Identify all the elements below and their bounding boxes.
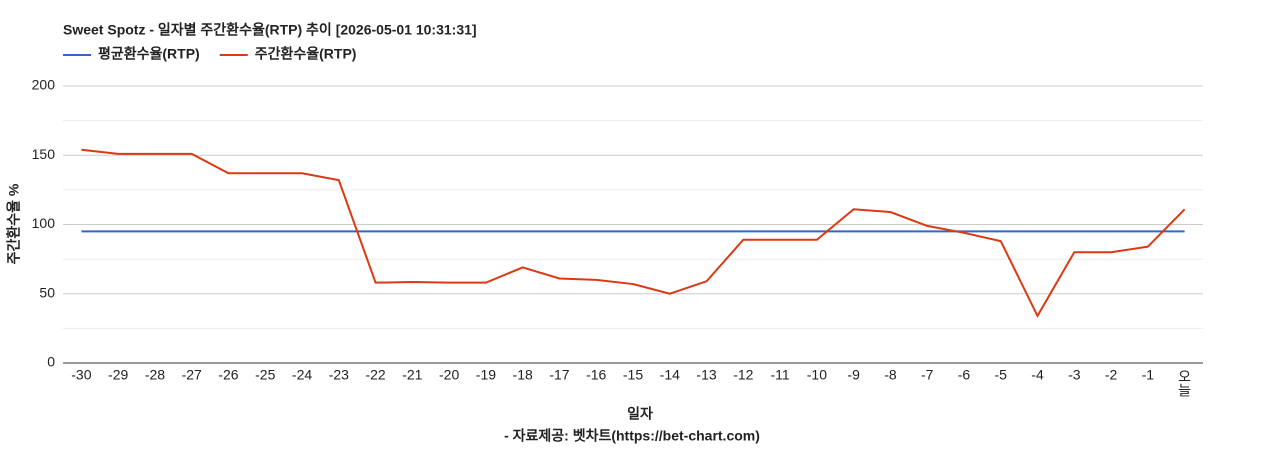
x-tick-label: -11: [770, 367, 789, 383]
x-tick-label: -1: [1142, 367, 1155, 383]
y-tick-label: 150: [32, 146, 56, 162]
x-axis-label: 일자: [627, 406, 653, 422]
x-tick-label: -15: [623, 367, 643, 383]
x-tick-label: -9: [847, 367, 860, 383]
x-tick-label: -5: [995, 367, 1008, 383]
legend-label: 주간환수율(RTP): [255, 46, 357, 62]
y-tick-label: 200: [32, 77, 56, 93]
chart-title: Sweet Spotz - 일자별 주간환수율(RTP) 추이 [2026-05…: [63, 22, 477, 38]
x-tick-label: -8: [884, 367, 897, 383]
y-tick-label: 100: [32, 215, 56, 231]
x-tick-label: -18: [513, 367, 533, 383]
x-tick-label: -23: [329, 367, 349, 383]
x-tick-label: -30: [71, 367, 91, 383]
x-tick-label: -28: [145, 367, 165, 383]
legend-label: 평균환수율(RTP): [98, 46, 200, 62]
x-tick-label: -13: [696, 367, 716, 383]
x-tick-label: -7: [921, 367, 934, 383]
y-tick-label: 0: [47, 354, 55, 370]
series-line: [81, 148, 1186, 319]
x-tick-label: -12: [733, 367, 753, 383]
x-tick-label: -24: [292, 367, 312, 383]
x-tick-label: -17: [549, 367, 569, 383]
y-tick-label: 50: [39, 284, 55, 300]
x-tick-label: -19: [476, 367, 496, 383]
x-tick-label: -3: [1068, 367, 1081, 383]
x-tick-label: -22: [365, 367, 385, 383]
x-tick-label: -6: [958, 367, 971, 383]
x-tick-label: -2: [1105, 367, 1118, 383]
x-tick-label: -16: [586, 367, 606, 383]
x-tick-label: -21: [402, 367, 422, 383]
x-tick-label: -10: [807, 367, 827, 383]
x-tick-label: -27: [182, 367, 202, 383]
y-axis-label: 주간환수율 %: [6, 183, 22, 264]
x-tick-label: -25: [255, 367, 275, 383]
x-tick-label: -4: [1031, 367, 1044, 383]
source-note: - 자료제공: 벳차트(https://bet-chart.com): [504, 428, 760, 444]
x-tick-label: -20: [439, 367, 459, 383]
x-tick-label: -14: [660, 367, 680, 383]
x-tick-label: 오늘: [1177, 369, 1193, 397]
x-tick-label: -26: [218, 367, 238, 383]
x-tick-label: -29: [108, 367, 128, 383]
